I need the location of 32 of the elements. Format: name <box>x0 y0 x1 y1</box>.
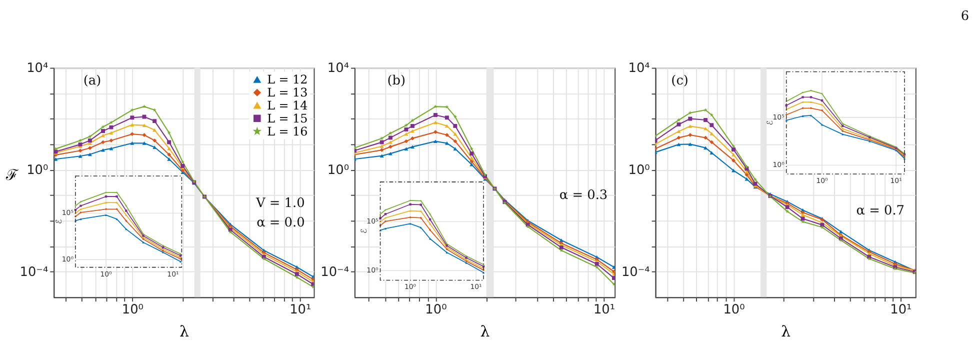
legend-label: L = 13 <box>267 86 308 100</box>
annotation: (b) <box>387 74 406 89</box>
x-axis-title: λ <box>480 322 490 340</box>
legend-label: L = 12 <box>267 72 308 87</box>
x-axis-title: λ <box>781 322 792 340</box>
y-tick-label: 10⁻⁴ <box>621 265 650 280</box>
x-tick-label: 10¹ <box>593 302 616 318</box>
annotation: V = 1.0 <box>254 196 305 211</box>
x-tick-label: 10¹ <box>290 302 312 318</box>
text: 6 <box>960 9 970 24</box>
annotation: α = 0.0 <box>256 216 305 231</box>
y-tick-label: 10⁻⁴ <box>320 265 349 280</box>
legend-label: L = 16 <box>267 124 308 138</box>
y-axis-title: ℰ <box>54 219 64 224</box>
x-tick-label: 10¹ <box>890 302 912 318</box>
y-tick-label: 10⁴ <box>327 61 349 76</box>
y-axis-title: ℰ <box>765 120 774 126</box>
annotation: α = 0.7 <box>856 204 904 219</box>
annotation: α = 0.3 <box>559 188 608 203</box>
legend-label: L = 14 <box>267 98 308 112</box>
y-axis-title: ℰ <box>359 228 368 234</box>
annotation: (a) <box>83 74 102 89</box>
annotation: (c) <box>671 74 688 89</box>
legend-label: L = 15 <box>267 111 308 126</box>
y-tick-label: 10⁴ <box>628 61 650 76</box>
x-tick-label: 10⁰ <box>425 302 447 318</box>
x-tick-label: 10⁰ <box>122 302 144 318</box>
x-tick-label: 10⁰ <box>723 302 745 318</box>
y-tick-label: 10⁴ <box>26 61 48 76</box>
x-axis-title: λ <box>179 322 190 340</box>
y-axis-title: ℱ <box>4 166 19 184</box>
y-tick-label: 10⁻⁴ <box>20 265 48 280</box>
